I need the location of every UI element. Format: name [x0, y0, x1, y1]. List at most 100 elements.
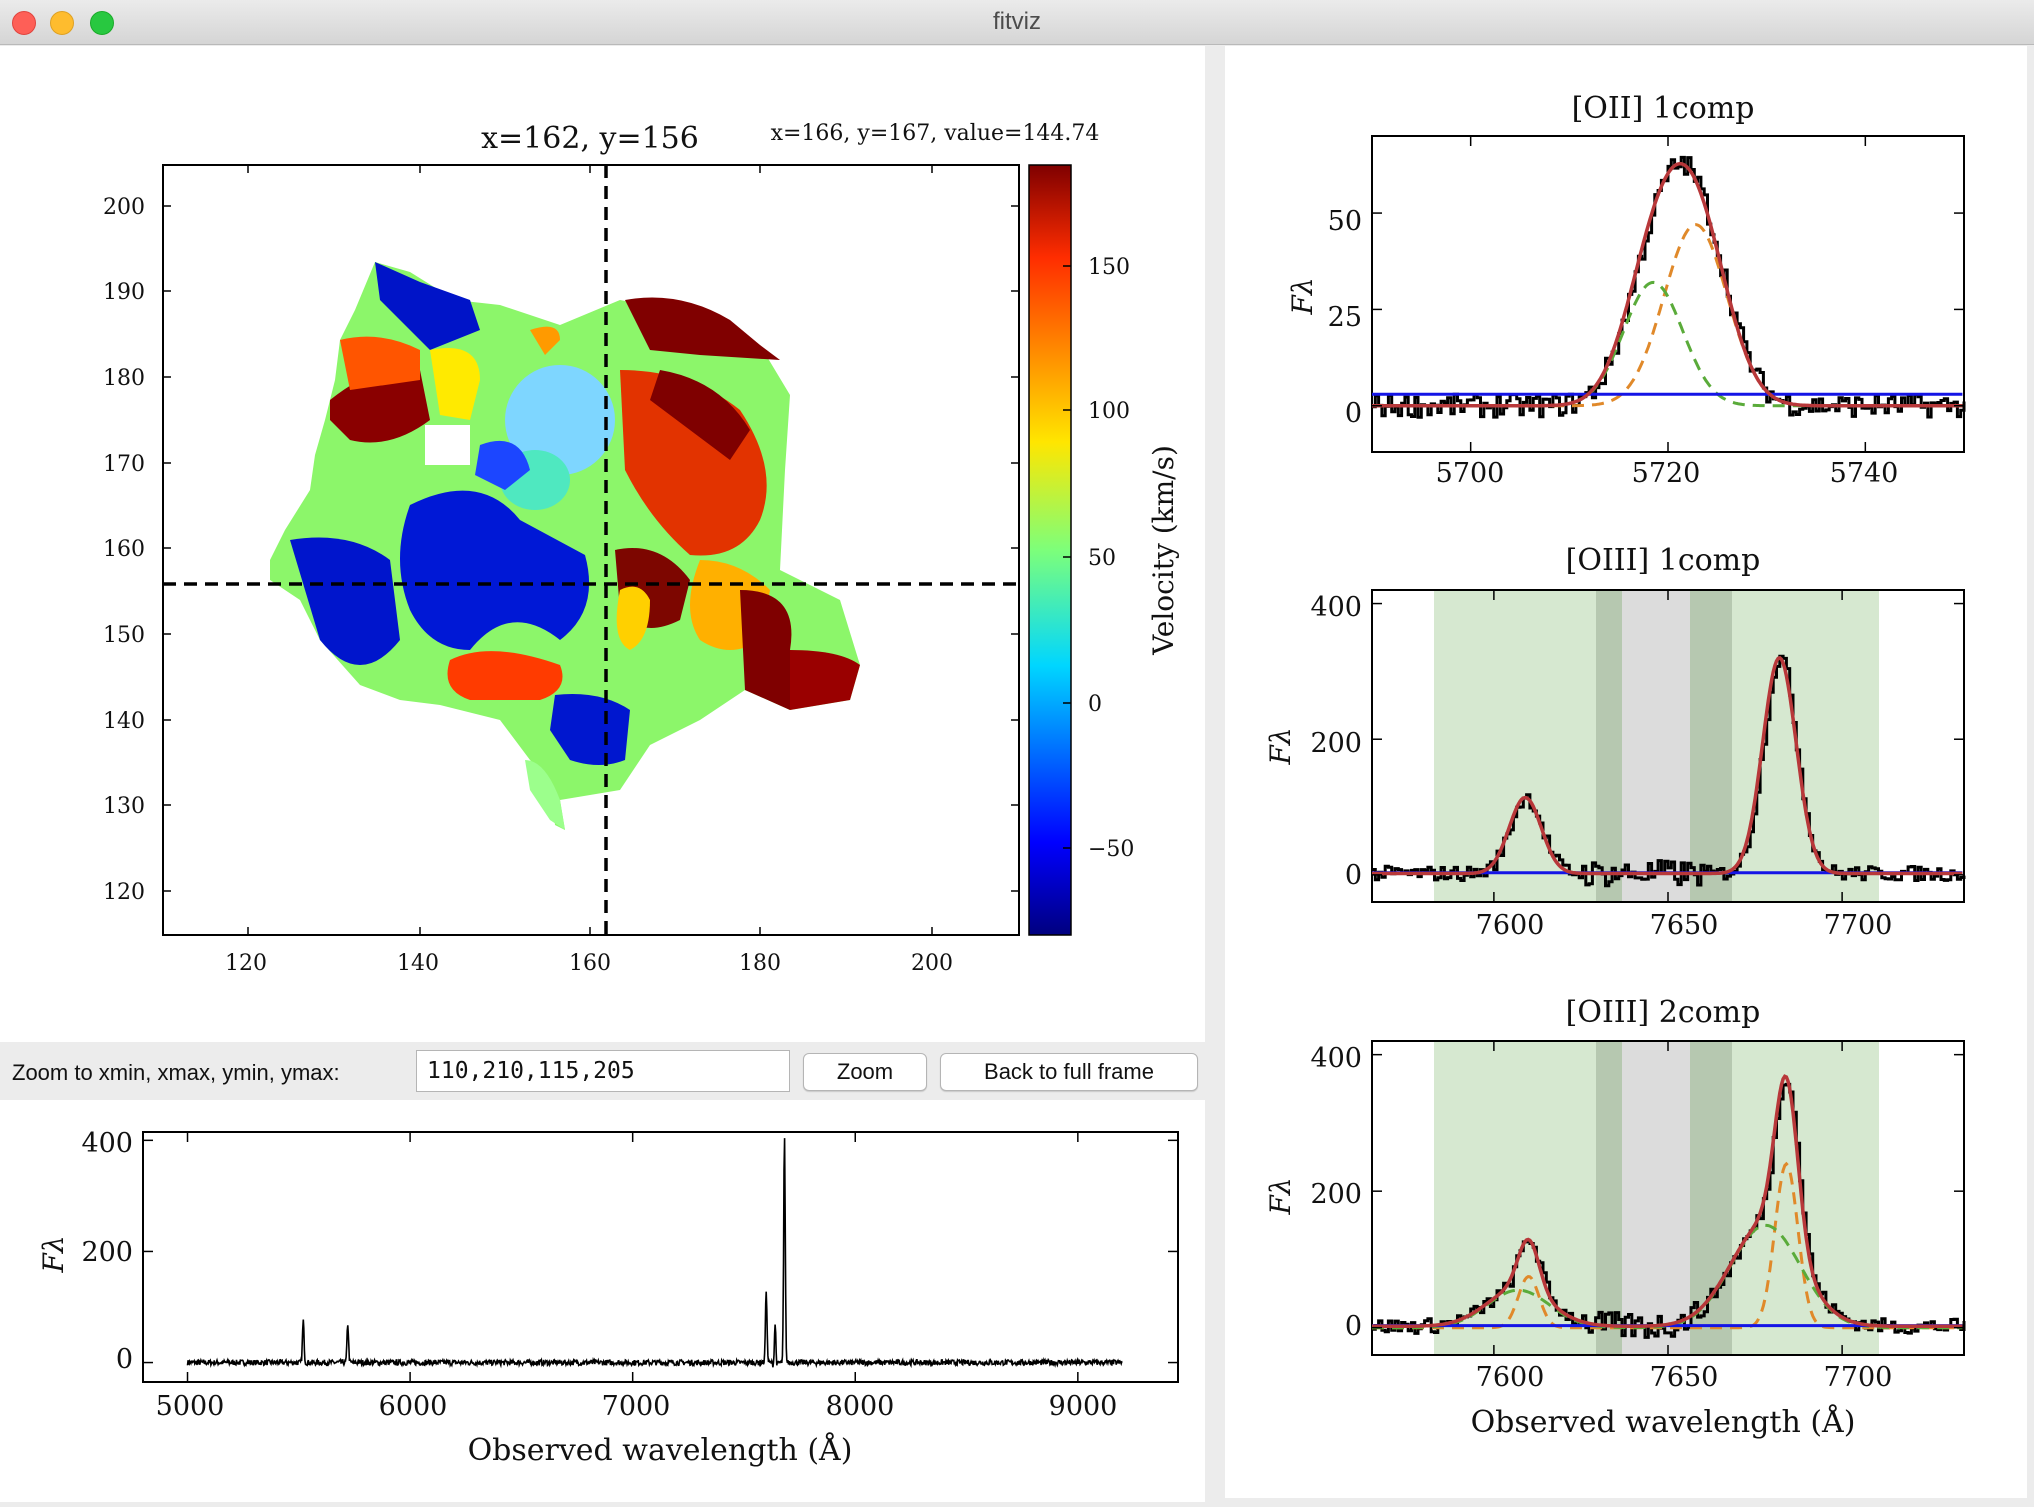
map-xtick-label: 140 [397, 951, 439, 976]
oii-ylabel: Fλ [1286, 277, 1319, 315]
oii-component-2 [1372, 280, 1963, 408]
oiii2-fit-curves [1372, 1074, 1966, 1339]
oiii1-title: [OIII] 1comp [1566, 543, 1761, 578]
oii-xtick-label: 5720 [1632, 458, 1701, 489]
oiii1-continuum-band-left [1434, 590, 1596, 902]
line-fits-figure[interactable]: [OII] 1comp 5700 5720 5740 50 25 0 Fλ [O… [1225, 46, 2027, 1498]
oiii2-ticks [1372, 1041, 1964, 1355]
spectrum-ytick-label: 0 [116, 1344, 133, 1375]
spectrum-y-ticks [143, 1139, 1178, 1364]
spectrum-axes-frame [142, 1131, 1179, 1383]
line-fits-panel[interactable]: [OII] 1comp 5700 5720 5740 50 25 0 Fλ [O… [1225, 46, 2027, 1498]
total-fit-line [1372, 655, 1963, 876]
oii-1comp-chart[interactable]: [OII] 1comp 5700 5720 5740 50 25 0 Fλ [1286, 91, 1966, 489]
map-xtick-label: 120 [225, 951, 267, 976]
zoom-button[interactable]: Zoom [803, 1053, 927, 1091]
map-ytick-label: 180 [103, 366, 145, 391]
oii-ytick-label: 50 [1328, 206, 1362, 237]
velocity-map-figure[interactable]: x=162, y=156 x=166, y=167, value=144.74 [0, 46, 1205, 1042]
zoom-toolbar: Zoom to xmin, xmax, ymin, ymax: 110,210,… [0, 1042, 1205, 1098]
map-x-ticks [247, 165, 933, 935]
oiii1-ytick-label: 0 [1345, 860, 1362, 891]
spectrum-xtick-label: 9000 [1049, 1391, 1118, 1422]
map-ytick-label: 130 [103, 794, 145, 819]
oiii1-continuum-band-right [1732, 590, 1879, 902]
map-axes-frame [162, 164, 1020, 936]
colorbar-tick-label: 0 [1088, 692, 1102, 717]
oiii2-xtick-label: 7700 [1824, 1362, 1893, 1393]
oii-component-1 [1372, 223, 1963, 408]
spectrum-xtick-label: 6000 [379, 1391, 448, 1422]
oii-ticks [1372, 136, 1964, 452]
spectrum-ylabel: Fλ [37, 1235, 70, 1273]
colorbar-tick-label: 150 [1088, 255, 1130, 280]
colorbar-tick-label: 50 [1088, 546, 1116, 571]
oiii2-xtick-label: 7600 [1476, 1362, 1545, 1393]
zoom-range-input[interactable]: 110,210,115,205 [416, 1050, 790, 1092]
map-ytick-label: 150 [103, 623, 145, 648]
spectrum-x-ticks [186, 1132, 1079, 1382]
oii-xtick-label: 5740 [1830, 458, 1899, 489]
velocity-map-panel[interactable]: x=162, y=156 x=166, y=167, value=144.74 [0, 46, 1205, 1042]
window-title: fitviz [993, 8, 1041, 35]
spectrum-xlabel: Observed wavelength (Å) [468, 1432, 853, 1468]
oiii1-overlap-band-left [1596, 590, 1622, 902]
oiii2-xlabel: Observed wavelength (Å) [1471, 1404, 1856, 1440]
velocity-map-image[interactable] [163, 165, 1019, 935]
oii-ytick-label: 0 [1345, 398, 1362, 429]
total-fit-line [1372, 1074, 1963, 1329]
map-ytick-label: 160 [103, 537, 145, 562]
spectrum-line [186, 1138, 1123, 1369]
colorbar-tick-label: 100 [1088, 399, 1130, 424]
colorbar-tick-label: −50 [1088, 837, 1134, 862]
oiii1-ticks [1372, 590, 1964, 902]
oii-xtick-label: 5700 [1436, 458, 1505, 489]
oiii-1comp-chart[interactable]: [OIII] 1comp 7600 7650 7700 400 200 0 Fλ [1264, 543, 1966, 941]
oiii-2comp-chart[interactable]: [OIII] 2comp 7600 7650 7700 400 200 0 Fλ… [1264, 995, 1966, 1440]
map-title: x=162, y=156 [481, 121, 699, 156]
oiii2-ylabel: Fλ [1264, 1177, 1297, 1215]
cursor-readout: x=166, y=167, value=144.74 [771, 121, 1100, 146]
total-fit-line [1372, 161, 1963, 408]
window-titlebar: fitviz [0, 0, 2034, 45]
map-ytick-label: 200 [103, 195, 145, 220]
zoom-label: Zoom to xmin, xmax, ymin, ymax: [12, 1060, 340, 1085]
oiii1-fit-curves [1372, 654, 1966, 888]
oiii1-xtick-label: 7650 [1650, 910, 1719, 941]
oiii2-ytick-label: 400 [1310, 1043, 1362, 1074]
oiii2-ytick-label: 200 [1310, 1179, 1362, 1210]
map-y-ticks [163, 205, 1019, 892]
full-spectrum-panel[interactable]: 5000 6000 7000 8000 9000 400 200 0 Fλ Ob… [0, 1100, 1205, 1502]
map-xtick-label: 200 [911, 951, 953, 976]
zoom-window-button[interactable] [90, 11, 114, 35]
oiii2-masked-band [1622, 1041, 1690, 1355]
spectrum-xtick-label: 8000 [826, 1391, 895, 1422]
map-ytick-label: 140 [103, 709, 145, 734]
close-window-button[interactable] [12, 11, 36, 35]
colorbar [1028, 164, 1072, 936]
oiii2-narrow-component [1372, 1161, 1963, 1330]
colorbar-label: Velocity (km/s) [1147, 445, 1180, 656]
oiii1-ylabel: Fλ [1264, 727, 1297, 765]
map-xtick-label: 160 [569, 951, 611, 976]
map-ytick-label: 170 [103, 452, 145, 477]
oiii1-masked-band [1622, 590, 1690, 902]
oii-ytick-label: 25 [1328, 302, 1362, 333]
oiii2-ytick-label: 0 [1345, 1311, 1362, 1342]
oiii2-overlap-band-left [1596, 1041, 1622, 1355]
minimize-window-button[interactable] [50, 11, 74, 35]
oii-fit-curves [1372, 155, 1966, 419]
oiii2-continuum-band-right [1732, 1041, 1879, 1355]
spectrum-ytick-label: 400 [81, 1128, 133, 1159]
back-to-full-frame-button[interactable]: Back to full frame [940, 1053, 1198, 1091]
colorbar-ticks [1063, 265, 1071, 849]
map-xtick-label: 180 [739, 951, 781, 976]
map-ytick-label: 120 [103, 880, 145, 905]
oiii1-xtick-label: 7700 [1824, 910, 1893, 941]
oiii2-title: [OIII] 2comp [1566, 995, 1761, 1030]
oiii1-ytick-label: 200 [1310, 728, 1362, 759]
map-ytick-label: 190 [103, 280, 145, 305]
spectrum-xtick-label: 7000 [602, 1391, 671, 1422]
spectrum-ytick-label: 200 [81, 1237, 133, 1268]
full-spectrum-chart[interactable]: 5000 6000 7000 8000 9000 400 200 0 Fλ Ob… [0, 1100, 1205, 1502]
